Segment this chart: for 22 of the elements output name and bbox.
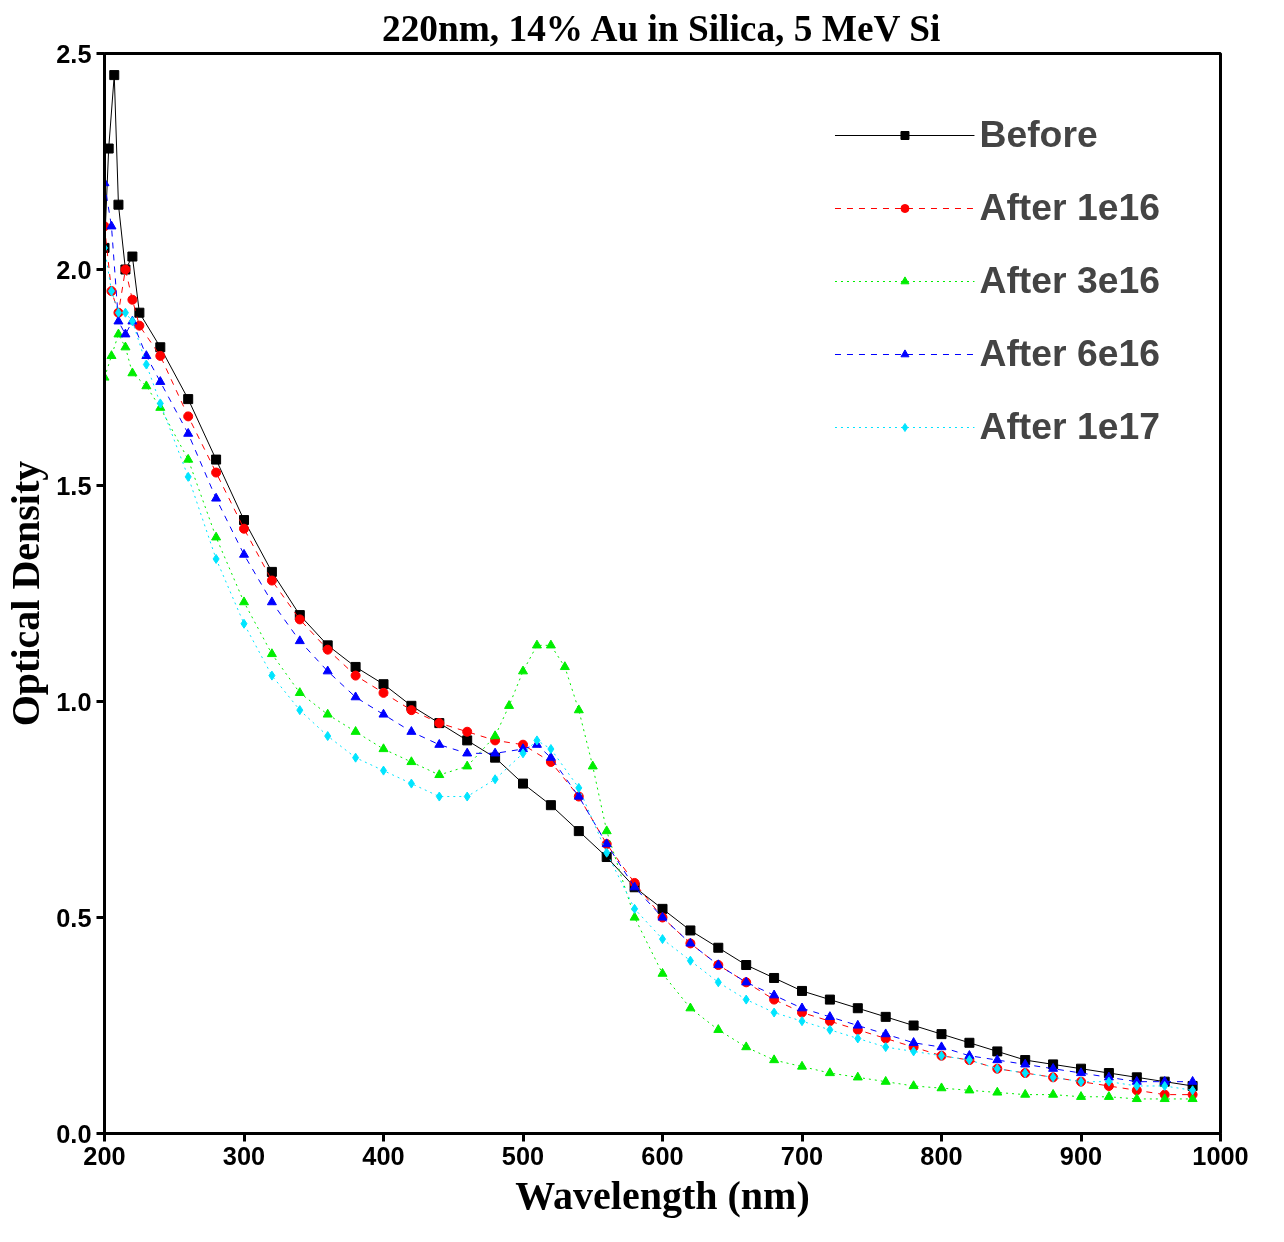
x-tick-label: 400 <box>362 1141 405 1170</box>
y-tick-label: 2.0 <box>56 255 92 284</box>
y-tick-label: 2.5 <box>56 39 92 68</box>
y-tick-label: 1.5 <box>56 471 92 500</box>
y-tick-label: 0.5 <box>56 903 92 932</box>
y-axis-title: Optical Density <box>3 460 49 727</box>
y-tick-label: 0.0 <box>56 1119 92 1148</box>
legend-label: Before <box>979 113 1098 156</box>
legend-label: After 6e16 <box>979 332 1160 375</box>
chart-title: 220nm, 14% Au in Silica, 5 MeV Si <box>382 7 941 49</box>
x-tick-label: 700 <box>780 1141 824 1170</box>
x-tick-label: 900 <box>1059 1141 1103 1170</box>
x-tick-label: 800 <box>920 1141 963 1170</box>
legend-label: After 3e16 <box>979 259 1160 302</box>
legend-label: After 1e17 <box>979 405 1160 448</box>
x-tick-label: 1000 <box>1192 1141 1249 1170</box>
legend-label: After 1e16 <box>979 186 1160 229</box>
y-tick-label: 1.0 <box>56 687 92 716</box>
x-tick-label: 500 <box>501 1141 545 1170</box>
x-axis-title: Wavelength (nm) <box>515 1172 810 1218</box>
x-tick-label: 300 <box>222 1141 266 1170</box>
x-tick-label: 600 <box>641 1141 684 1170</box>
